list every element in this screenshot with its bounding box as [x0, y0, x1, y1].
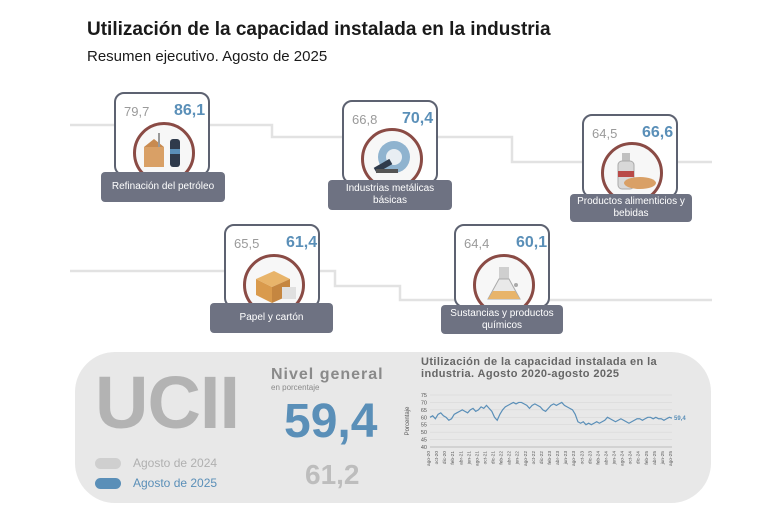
legend-label-prev: Agosto de 2024	[133, 456, 218, 470]
x-tick-label: jun-21	[466, 451, 472, 466]
sector-card-refinacion: 79,7 86,1	[114, 92, 210, 184]
y-tick-label: 40	[421, 445, 427, 451]
nivel-general-title: Nivel general	[271, 366, 384, 383]
summary-panel	[75, 352, 711, 503]
y-tick-label: 75	[421, 393, 427, 399]
x-tick-label: jun-22	[515, 451, 521, 466]
y-tick-label: 45	[421, 438, 427, 444]
x-tick-label: oct-24	[628, 451, 634, 465]
x-tick-label: dic-21	[491, 451, 497, 464]
x-tick-label: oct-23	[579, 451, 585, 465]
last-value-label: 59,4	[674, 416, 686, 422]
x-tick-label: ago-25	[668, 451, 674, 466]
sector-curr-value: 86,1	[174, 102, 206, 119]
x-tick-label: ago-24	[620, 451, 626, 466]
nivel-unit: en porcentaje	[271, 383, 320, 392]
x-tick-label: abr-21	[458, 451, 464, 465]
x-tick-label: feb-23	[547, 451, 553, 465]
sector-label-metalicas: Industrias metálicas básicas	[328, 180, 452, 210]
x-tick-label: dic-22	[539, 451, 545, 464]
sector-prev-value: 79,7	[124, 104, 150, 119]
x-tick-label: dic-24	[636, 451, 642, 464]
x-tick-label: feb-21	[450, 451, 456, 465]
x-tick-label: ago-20	[426, 451, 432, 466]
x-tick-label: feb-25	[644, 451, 650, 465]
sector-curr-value: 66,6	[642, 124, 674, 141]
sector-prev-value: 66,8	[352, 112, 378, 127]
x-tick-label: ago-21	[474, 451, 480, 466]
y-tick-label: 60	[421, 415, 427, 421]
chart-title: Utilización de la capacidad instalada en…	[421, 356, 658, 380]
y-tick-label: 70	[421, 400, 427, 406]
sector-curr-value: 61,4	[286, 234, 318, 251]
x-tick-label: abr-22	[507, 451, 513, 465]
ucii-acronym: UCII	[95, 361, 240, 444]
value-previous: 61,2	[305, 459, 360, 490]
sector-label-papel: Papel y cartón	[210, 303, 333, 333]
x-tick-label: dic-20	[442, 451, 448, 464]
x-tick-label: ago-23	[571, 451, 577, 466]
y-axis-label: Porcentaje	[405, 406, 411, 435]
x-tick-label: dic-23	[587, 451, 593, 464]
legend-swatch-prev	[95, 458, 121, 469]
x-tick-label: oct-21	[482, 451, 488, 465]
x-tick-label: oct-22	[531, 451, 537, 465]
y-tick-label: 65	[421, 408, 427, 414]
x-tick-label: oct-20	[434, 451, 440, 465]
sector-curr-value: 60,1	[516, 234, 548, 251]
x-tick-label: jun-25	[660, 451, 666, 466]
x-tick-label: abr-23	[555, 451, 561, 465]
sector-prev-value: 64,4	[464, 236, 490, 251]
sector-label-refinacion: Refinación del petróleo	[101, 172, 225, 202]
x-tick-label: abr-25	[652, 451, 658, 465]
x-tick-label: jun-23	[563, 451, 569, 466]
legend-label-curr: Agosto de 2025	[133, 476, 218, 490]
series-line-ucii	[429, 401, 673, 426]
x-tick-label: feb-22	[499, 451, 505, 465]
y-tick-label: 55	[421, 423, 427, 429]
sector-prev-value: 65,5	[234, 236, 260, 251]
sector-curr-value: 70,4	[402, 110, 434, 127]
sector-card-alimenticios: 64,5 66,6	[582, 114, 678, 204]
y-tick-label: 50	[421, 430, 427, 436]
legend-swatch-curr	[95, 478, 121, 489]
page-title: Utilización de la capacidad instalada en…	[87, 19, 551, 40]
sector-card-metalicas: 66,8 70,4	[342, 100, 438, 190]
x-tick-label: feb-24	[595, 451, 601, 465]
x-tick-label: ago-22	[523, 451, 529, 466]
sector-card-quimicos: 64,4 60,1	[454, 224, 550, 316]
metal-industry-icon	[361, 128, 423, 190]
sector-prev-value: 64,5	[592, 126, 618, 141]
sector-label-quimicos: Sustancias y productos químicos	[441, 305, 563, 334]
value-current: 59,4	[284, 395, 378, 448]
x-tick-label: abr-24	[603, 451, 609, 465]
x-tick-label: jun-24	[612, 451, 618, 466]
page-subtitle: Resumen ejecutivo. Agosto de 2025	[87, 48, 328, 65]
sector-card-papel: 65,5 61,4	[224, 224, 320, 316]
sector-label-alimenticios: Productos alimenticios y bebidas	[570, 194, 692, 222]
